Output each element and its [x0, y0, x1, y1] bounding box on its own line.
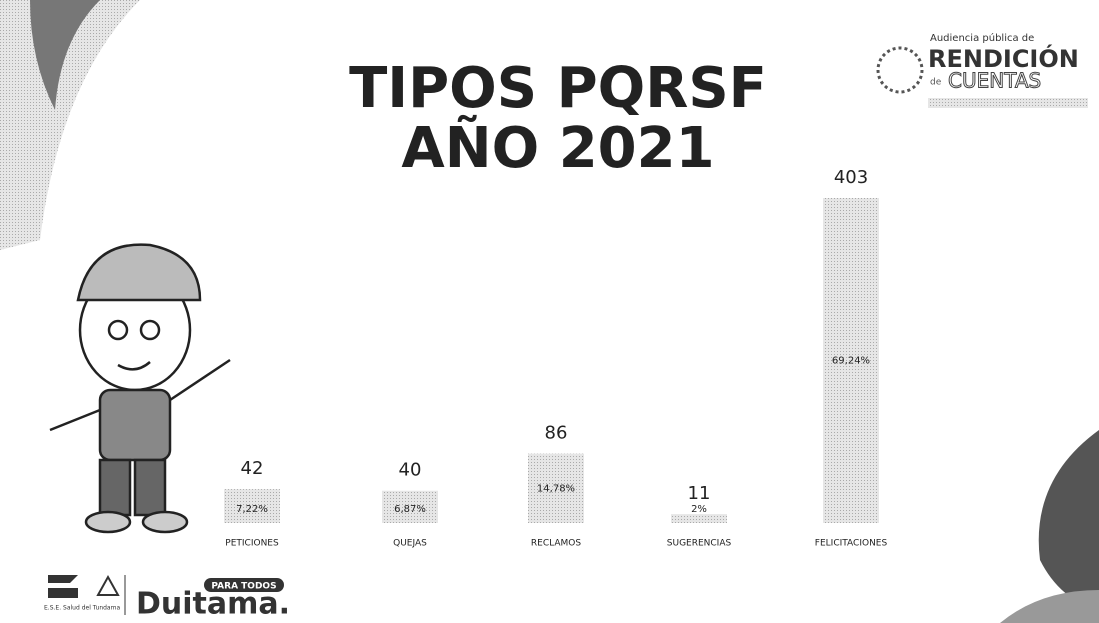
bar — [382, 490, 438, 523]
value-label: 40 — [399, 460, 422, 481]
value-label: 11 — [688, 483, 711, 504]
category-label: QUEJAS — [393, 539, 427, 549]
logo-sub-prefix: de — [930, 78, 942, 88]
bar — [823, 198, 879, 523]
category-label: PETICIONES — [225, 539, 279, 549]
plot: 42 7,22% PETICIONES 40 6,87% QUEJAS 86 14,78% RE… — [224, 167, 887, 549]
category-label: RECLAMOS — [531, 539, 581, 549]
value-label: 86 — [545, 423, 568, 444]
percent-label: 6,87% — [394, 504, 426, 515]
logo-main: RENDICIÓN — [928, 43, 1079, 73]
mascot — [49, 243, 231, 534]
footer-city: Duitama. — [136, 587, 290, 622]
title-line: TIPOS PQRSF — [349, 56, 767, 121]
logo: Audiencia pública de RENDICIÓN de CUENTA… — [876, 32, 1088, 108]
value-label: 403 — [834, 167, 868, 188]
bar — [528, 453, 584, 523]
footer-badge: PARA TODOS — [211, 582, 276, 592]
title-line: AÑO 2021 — [401, 116, 714, 181]
logo-top: Audiencia pública de — [930, 32, 1034, 44]
percent-label: 14,78% — [537, 483, 575, 494]
percent-label: 2% — [691, 504, 707, 515]
category-label: FELICITACIONES — [815, 539, 888, 549]
footer: E.S.E. Salud del Tundama PARA TODOS Duit… — [44, 574, 290, 622]
percent-label: 7,22% — [236, 504, 268, 515]
logo-sub: CUENTAS — [948, 69, 1041, 93]
footer-small: E.S.E. Salud del Tundama — [44, 605, 120, 612]
percent-label: 69,24% — [832, 356, 870, 367]
category-label: SUGERENCIAS — [667, 539, 732, 549]
value-label: 42 — [241, 458, 264, 479]
bar — [671, 514, 727, 523]
bar — [224, 489, 280, 523]
